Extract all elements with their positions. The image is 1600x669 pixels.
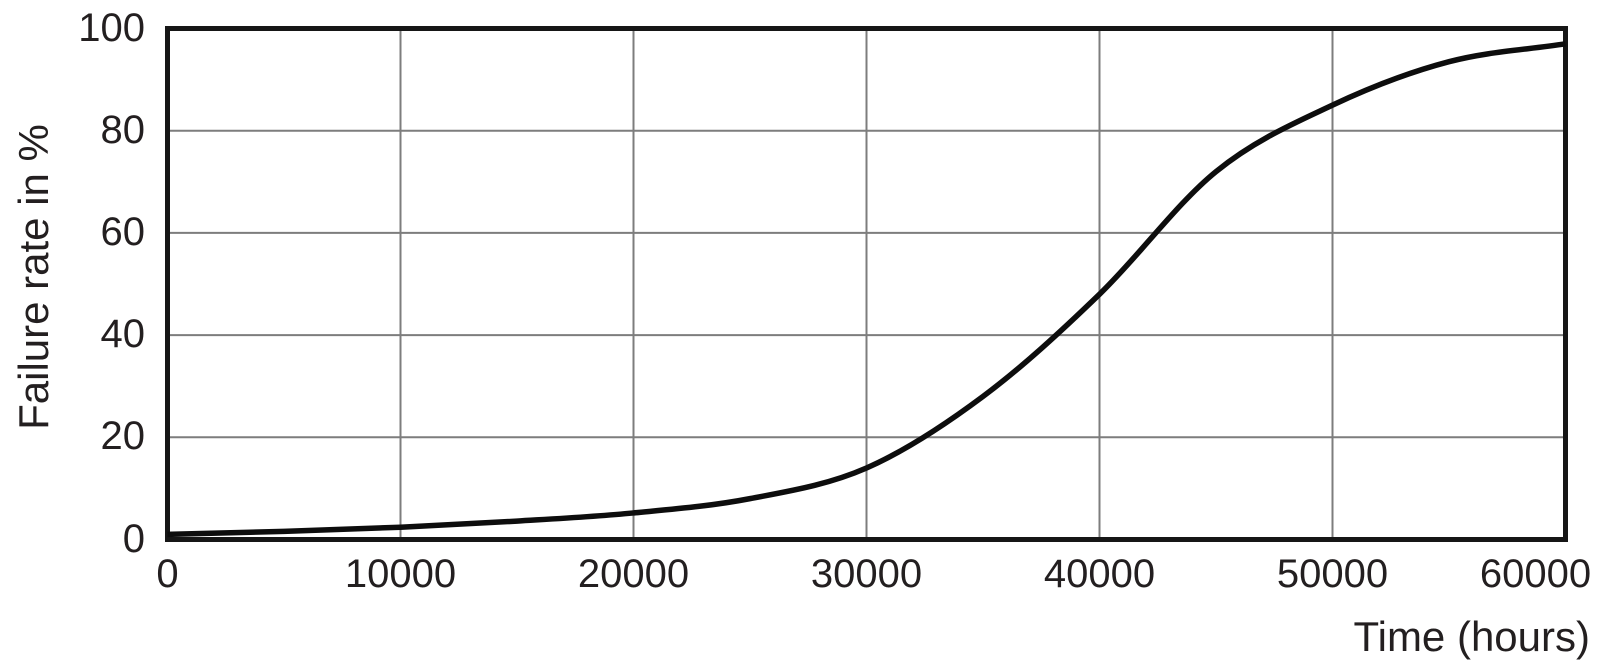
y-tick-label: 0 (122, 516, 145, 561)
x-tick-label: 50000 (1276, 552, 1389, 596)
plot-border (165, 26, 1568, 542)
x-tick-label: 10000 (344, 552, 457, 596)
y-tick-label: 100 (78, 5, 145, 50)
plot-area (165, 26, 1568, 542)
y-tick-label: 80 (100, 107, 146, 152)
x-tick-label: 60000 (1479, 552, 1592, 596)
x-tick-label: 40000 (1043, 552, 1156, 596)
x-tick-label: 0 (156, 552, 179, 596)
x-axis-title: Time (hours) (1353, 613, 1590, 660)
y-tick-label: 40 (100, 312, 146, 357)
x-tick-label: 20000 (577, 552, 690, 596)
y-tick-label: 60 (100, 210, 146, 255)
chart-svg (165, 26, 1568, 542)
failure-rate-curve (167, 41, 1566, 538)
y-axis-title: Failure rate in % (10, 124, 57, 430)
x-tick-label: 30000 (810, 552, 923, 596)
y-tick-label: 20 (100, 414, 146, 459)
